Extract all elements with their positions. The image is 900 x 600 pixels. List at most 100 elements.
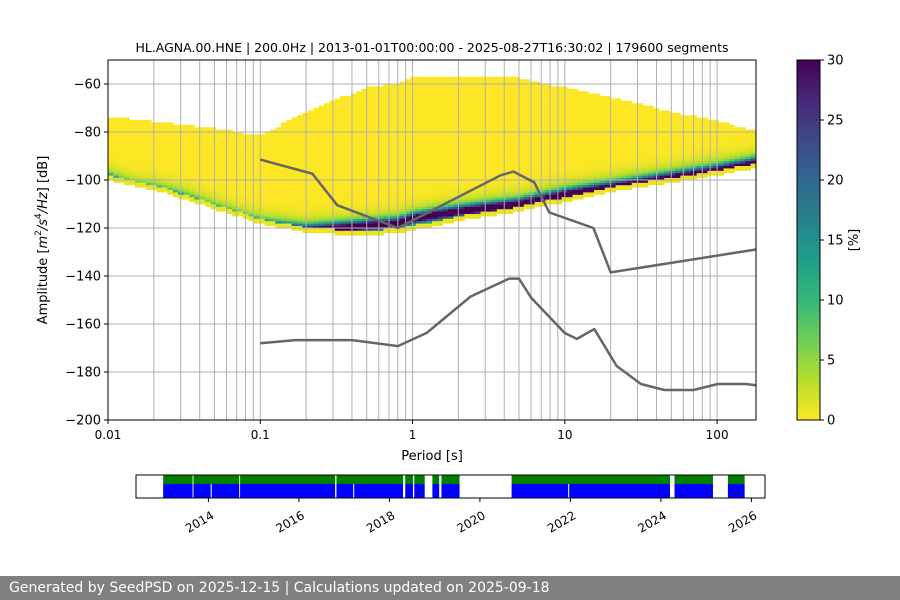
heatmap-cell bbox=[631, 168, 638, 171]
heatmap-cell bbox=[540, 127, 546, 130]
heatmap-cell bbox=[486, 194, 492, 198]
heatmap-cell bbox=[388, 170, 395, 174]
heatmap-cell bbox=[712, 139, 719, 142]
heatmap-cell bbox=[432, 177, 438, 181]
heatmap-cell bbox=[318, 134, 325, 138]
heatmap-cell bbox=[469, 134, 476, 138]
heatmap-cell bbox=[113, 120, 120, 123]
heatmap-cell bbox=[421, 88, 427, 92]
heatmap-cell bbox=[226, 141, 233, 145]
heatmap-cell bbox=[108, 177, 114, 181]
heatmap-cell bbox=[442, 93, 449, 97]
heatmap-cell bbox=[594, 124, 600, 128]
heatmap-cell bbox=[232, 175, 238, 178]
heatmap-cell bbox=[453, 96, 460, 99]
heatmap-cell bbox=[502, 163, 508, 166]
heatmap-cell bbox=[502, 124, 508, 128]
heatmap-cell bbox=[361, 115, 368, 118]
heatmap-cell bbox=[275, 199, 282, 202]
heatmap-cell bbox=[140, 177, 147, 181]
heatmap-cell bbox=[399, 141, 406, 145]
heatmap-cell bbox=[199, 165, 206, 169]
heatmap-cell bbox=[356, 156, 363, 159]
heatmap-cell bbox=[545, 144, 552, 147]
heatmap-cell bbox=[307, 144, 314, 147]
heatmap-cell bbox=[135, 160, 141, 164]
heatmap-cell bbox=[594, 103, 600, 106]
heatmap-cell bbox=[361, 196, 368, 200]
heatmap-cell bbox=[459, 108, 465, 111]
heatmap-cell bbox=[448, 79, 454, 82]
heatmap-cell bbox=[340, 158, 346, 162]
heatmap-cell bbox=[410, 216, 417, 219]
heatmap-cell bbox=[259, 213, 265, 217]
heatmap-cell bbox=[286, 182, 292, 186]
heatmap-cell bbox=[318, 230, 325, 234]
heatmap-cell bbox=[405, 139, 411, 142]
heatmap-cell bbox=[270, 165, 276, 169]
heatmap-cell bbox=[313, 194, 319, 198]
heatmap-cell bbox=[253, 213, 260, 217]
heatmap-cell bbox=[480, 196, 487, 200]
heatmap-cell bbox=[540, 144, 546, 147]
heatmap-cell bbox=[345, 218, 352, 222]
heatmap-cell bbox=[664, 156, 670, 159]
heatmap-cell bbox=[480, 100, 487, 104]
heatmap-cell bbox=[259, 201, 265, 205]
heatmap-cell bbox=[291, 175, 298, 178]
heatmap-cell bbox=[334, 139, 341, 142]
heatmap-cell bbox=[426, 206, 433, 210]
heatmap-cell bbox=[642, 134, 649, 138]
heatmap-cell bbox=[567, 132, 573, 135]
heatmap-cell bbox=[523, 158, 530, 162]
heatmap-cell bbox=[696, 146, 703, 150]
heatmap-cell bbox=[637, 144, 643, 147]
heatmap-cell bbox=[410, 81, 417, 85]
heatmap-cell bbox=[426, 184, 433, 188]
heatmap-cell bbox=[615, 141, 622, 145]
heatmap-cell bbox=[496, 103, 503, 106]
heatmap-cell bbox=[529, 144, 535, 147]
heatmap-cell bbox=[372, 220, 379, 224]
heatmap-cell bbox=[302, 122, 309, 126]
heatmap-cell bbox=[232, 132, 238, 135]
heatmap-cell bbox=[351, 216, 357, 219]
heatmap-cell bbox=[534, 98, 541, 102]
heatmap-cell bbox=[183, 165, 190, 169]
heatmap-cell bbox=[685, 153, 692, 157]
heatmap-cell bbox=[491, 81, 498, 85]
heatmap-cell bbox=[108, 165, 114, 169]
heatmap-cell bbox=[453, 211, 460, 214]
heatmap-cell bbox=[378, 189, 384, 193]
heatmap-cell bbox=[432, 175, 438, 178]
heatmap-cell bbox=[615, 98, 622, 102]
heatmap-cell bbox=[685, 170, 692, 174]
heatmap-cell bbox=[410, 88, 417, 92]
heatmap-cell bbox=[502, 204, 508, 207]
heatmap-cell bbox=[394, 163, 400, 166]
heatmap-cell bbox=[518, 122, 525, 126]
heatmap-cell bbox=[545, 194, 552, 198]
heatmap-cell bbox=[583, 177, 589, 181]
heatmap-cell bbox=[167, 153, 174, 157]
heatmap-cell bbox=[378, 129, 384, 133]
heatmap-cell bbox=[626, 117, 633, 121]
heatmap-cell bbox=[334, 134, 341, 138]
heatmap-cell bbox=[340, 199, 346, 202]
heatmap-cell bbox=[286, 132, 292, 135]
heatmap-cell bbox=[442, 182, 449, 186]
heatmap-cell bbox=[513, 81, 519, 85]
heatmap-cell bbox=[291, 127, 298, 130]
heatmap-cell bbox=[383, 170, 390, 174]
heatmap-cell bbox=[421, 93, 427, 97]
heatmap-cell bbox=[372, 108, 379, 111]
heatmap-cell bbox=[691, 115, 697, 118]
heatmap-cell bbox=[394, 144, 400, 147]
heatmap-cell bbox=[318, 141, 325, 145]
heatmap-cell bbox=[648, 124, 654, 128]
heatmap-cell bbox=[372, 132, 379, 135]
heatmap-cell bbox=[572, 187, 579, 190]
heatmap-cell bbox=[658, 124, 665, 128]
heatmap-cell bbox=[162, 189, 168, 193]
heatmap-cell bbox=[550, 182, 557, 186]
